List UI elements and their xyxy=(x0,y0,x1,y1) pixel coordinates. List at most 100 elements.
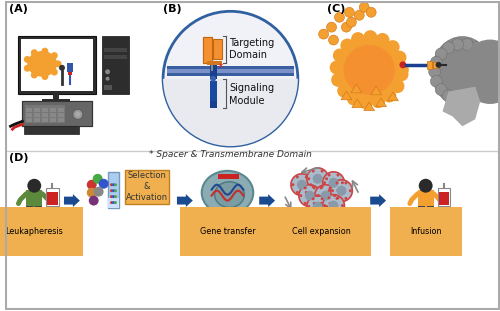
FancyBboxPatch shape xyxy=(167,69,294,73)
Circle shape xyxy=(304,186,307,189)
Circle shape xyxy=(315,194,318,197)
Text: Infusion: Infusion xyxy=(410,227,442,236)
Circle shape xyxy=(51,52,58,59)
Circle shape xyxy=(323,204,326,207)
Circle shape xyxy=(312,202,322,211)
Text: Targeting
Domain: Targeting Domain xyxy=(230,38,274,60)
Circle shape xyxy=(320,185,324,188)
Circle shape xyxy=(328,212,330,215)
Circle shape xyxy=(435,48,447,60)
Circle shape xyxy=(114,189,117,192)
Circle shape xyxy=(470,90,482,102)
Circle shape xyxy=(482,75,494,87)
Circle shape xyxy=(331,73,345,87)
Circle shape xyxy=(31,49,38,56)
Text: Leukapheresis: Leukapheresis xyxy=(6,227,63,236)
FancyBboxPatch shape xyxy=(210,65,216,79)
FancyBboxPatch shape xyxy=(104,48,128,52)
Ellipse shape xyxy=(163,11,298,146)
FancyBboxPatch shape xyxy=(26,190,42,207)
Circle shape xyxy=(382,89,396,103)
Circle shape xyxy=(312,169,314,173)
FancyBboxPatch shape xyxy=(108,197,120,207)
Circle shape xyxy=(322,172,344,194)
FancyBboxPatch shape xyxy=(22,39,93,91)
Circle shape xyxy=(354,10,364,20)
Ellipse shape xyxy=(460,39,500,104)
FancyBboxPatch shape xyxy=(202,37,211,63)
Circle shape xyxy=(351,32,365,46)
Circle shape xyxy=(470,42,482,54)
Circle shape xyxy=(390,79,404,93)
FancyBboxPatch shape xyxy=(438,188,450,206)
Circle shape xyxy=(336,182,338,184)
FancyArrow shape xyxy=(370,194,386,207)
FancyBboxPatch shape xyxy=(58,114,64,117)
Circle shape xyxy=(328,174,330,177)
Circle shape xyxy=(400,61,406,68)
Text: (C): (C) xyxy=(326,4,345,14)
Circle shape xyxy=(92,174,102,184)
Circle shape xyxy=(395,63,409,77)
FancyBboxPatch shape xyxy=(126,170,169,204)
Circle shape xyxy=(210,76,216,82)
FancyBboxPatch shape xyxy=(47,192,58,205)
FancyBboxPatch shape xyxy=(18,36,96,94)
Polygon shape xyxy=(376,98,386,107)
Circle shape xyxy=(312,202,316,205)
FancyArrow shape xyxy=(64,194,80,207)
Circle shape xyxy=(112,195,115,198)
Circle shape xyxy=(112,189,115,192)
FancyBboxPatch shape xyxy=(104,55,128,59)
Circle shape xyxy=(110,189,113,192)
FancyBboxPatch shape xyxy=(206,61,222,65)
Circle shape xyxy=(328,196,330,199)
Circle shape xyxy=(94,187,104,197)
Circle shape xyxy=(114,195,117,198)
FancyBboxPatch shape xyxy=(67,63,73,72)
Circle shape xyxy=(478,84,490,95)
FancyBboxPatch shape xyxy=(42,114,48,117)
FancyBboxPatch shape xyxy=(22,100,92,126)
FancyBboxPatch shape xyxy=(210,101,216,109)
Circle shape xyxy=(442,42,454,54)
Wedge shape xyxy=(163,79,298,146)
Circle shape xyxy=(346,17,356,27)
Circle shape xyxy=(478,48,490,60)
FancyArrow shape xyxy=(259,194,275,207)
Circle shape xyxy=(114,183,117,186)
FancyBboxPatch shape xyxy=(53,91,59,100)
Circle shape xyxy=(110,201,113,204)
Circle shape xyxy=(312,185,314,188)
Polygon shape xyxy=(442,87,480,126)
Circle shape xyxy=(337,84,351,98)
Circle shape xyxy=(320,202,322,205)
Circle shape xyxy=(330,61,344,74)
Circle shape xyxy=(320,186,322,189)
Circle shape xyxy=(482,56,494,68)
Circle shape xyxy=(299,185,320,207)
Circle shape xyxy=(89,196,99,206)
Circle shape xyxy=(320,169,324,173)
Circle shape xyxy=(336,212,340,215)
FancyBboxPatch shape xyxy=(22,100,92,126)
Circle shape xyxy=(296,175,299,179)
FancyBboxPatch shape xyxy=(68,72,72,75)
Polygon shape xyxy=(364,102,374,111)
Circle shape xyxy=(336,189,340,192)
Circle shape xyxy=(341,204,344,207)
FancyBboxPatch shape xyxy=(50,109,56,112)
Circle shape xyxy=(42,48,48,55)
Circle shape xyxy=(31,72,38,78)
FancyBboxPatch shape xyxy=(50,114,56,117)
Circle shape xyxy=(106,77,110,81)
FancyBboxPatch shape xyxy=(102,36,130,94)
Circle shape xyxy=(291,174,312,196)
Circle shape xyxy=(484,66,496,78)
Circle shape xyxy=(320,197,324,200)
Circle shape xyxy=(305,191,308,194)
Circle shape xyxy=(110,183,113,186)
Ellipse shape xyxy=(202,171,254,215)
Circle shape xyxy=(347,92,361,106)
Circle shape xyxy=(333,49,346,63)
